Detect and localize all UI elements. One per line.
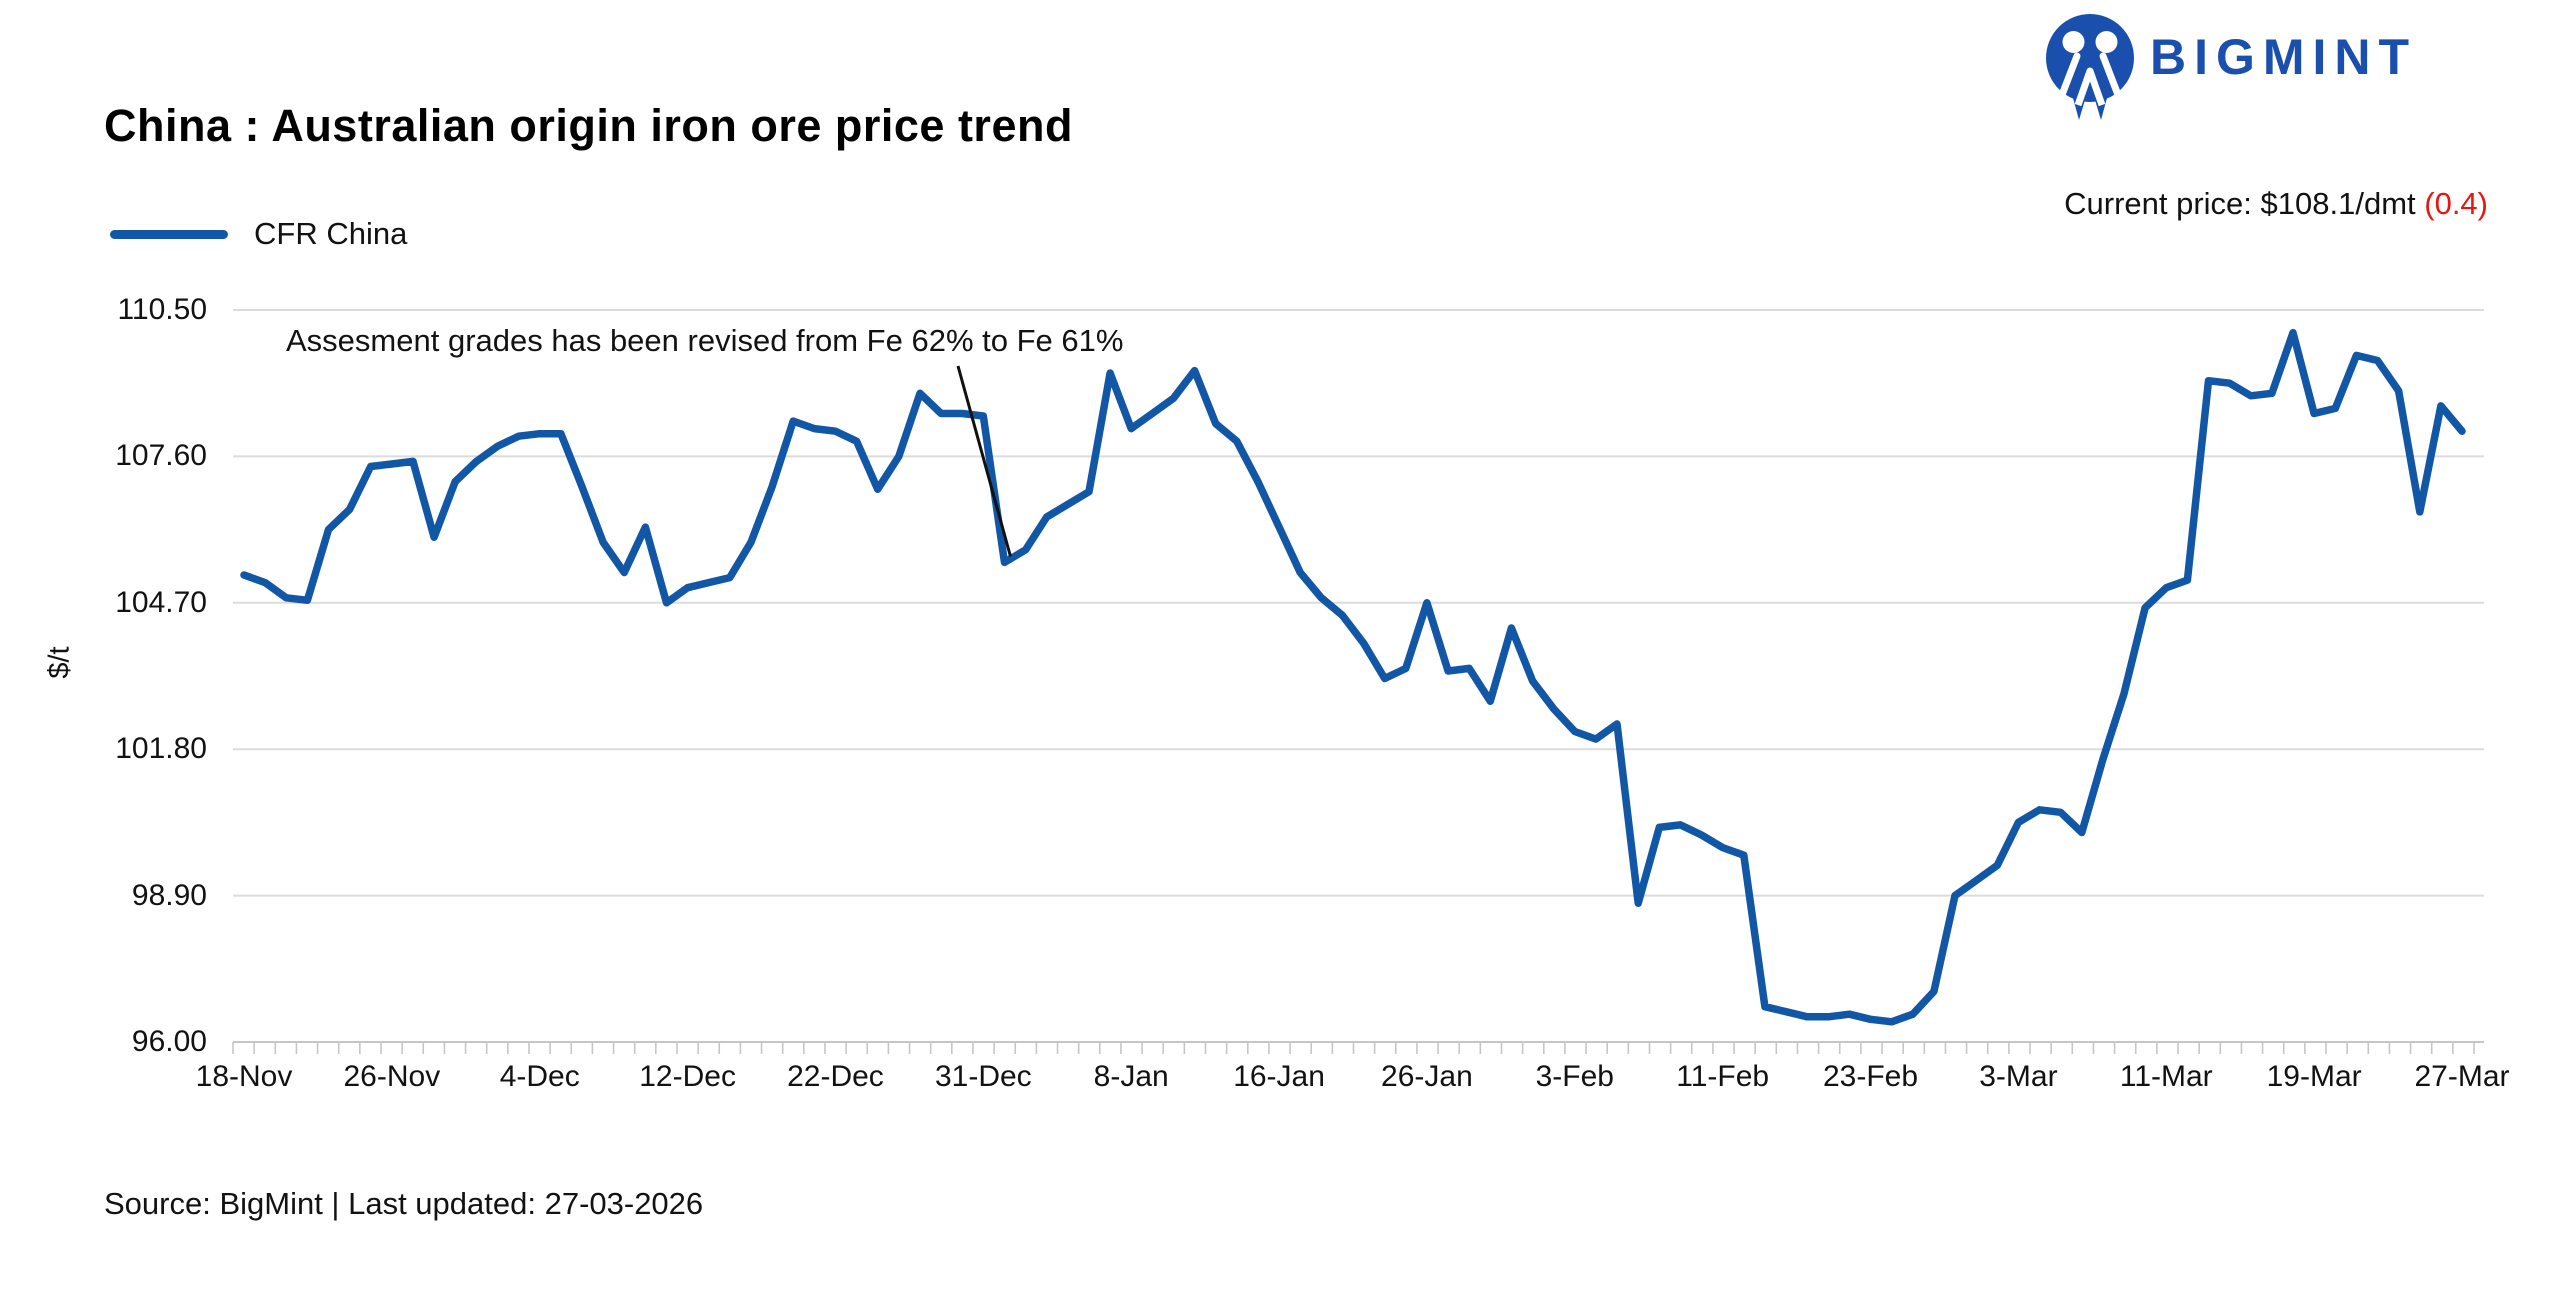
x-tick-label: 26-Jan (1381, 1060, 1473, 1093)
bigmint-logo-icon (2046, 14, 2134, 120)
y-tick-label: 107.60 (115, 439, 207, 473)
x-tick-label: 22-Dec (787, 1060, 884, 1093)
x-tick-label: 11-Feb (1676, 1060, 1770, 1093)
x-tick-label: 16-Jan (1233, 1060, 1325, 1093)
current-price-text: Current price: $108.1/dmt (2064, 186, 2425, 221)
y-tick-label: 101.80 (115, 732, 207, 766)
x-tick-label: 12-Dec (639, 1060, 736, 1093)
y-tick-label: 98.90 (131, 878, 207, 912)
x-tick-label: 18-Nov (195, 1060, 293, 1093)
x-tick-label: 8-Jan (1093, 1060, 1169, 1093)
x-tick-label: 27-Mar (2414, 1060, 2510, 1093)
page-title: China : Australian origin iron ore price… (104, 100, 1073, 151)
x-tick-label: 3-Mar (1979, 1060, 2058, 1093)
cfr-china-price-line (240, 328, 2466, 1026)
chart-annotation: Assesment grades has been revised from F… (286, 323, 1124, 358)
brand-name: BIGMINT (2150, 29, 2418, 85)
x-tick-label: 11-Mar (2119, 1060, 2213, 1093)
x-tick-label: 3-Feb (1535, 1060, 1614, 1093)
y-tick-label: 110.50 (117, 293, 207, 326)
x-tick-label: 4-Dec (499, 1060, 580, 1093)
y-axis-title: $/t (43, 646, 76, 679)
x-tick-label: 31-Dec (934, 1060, 1032, 1093)
annotation-leader-line (956, 365, 1012, 557)
x-tick-label: 26-Nov (343, 1060, 441, 1093)
current-price: Current price: $108.1/dmt (0.4) (1800, 186, 2488, 222)
x-tick-label: 23-Feb (1823, 1060, 1919, 1093)
legend: CFR China (110, 214, 407, 254)
source-note: Source: BigMint | Last updated: 27-03-20… (104, 1186, 704, 1221)
y-tick-label: 96.00 (131, 1025, 207, 1058)
current-price-change: (0.4) (2424, 186, 2488, 221)
legend-line-swatch-icon (110, 229, 228, 239)
y-tick-label: 104.70 (115, 585, 207, 619)
x-tick-label: 19-Mar (2266, 1060, 2362, 1093)
legend-series-label: CFR China (254, 216, 408, 251)
